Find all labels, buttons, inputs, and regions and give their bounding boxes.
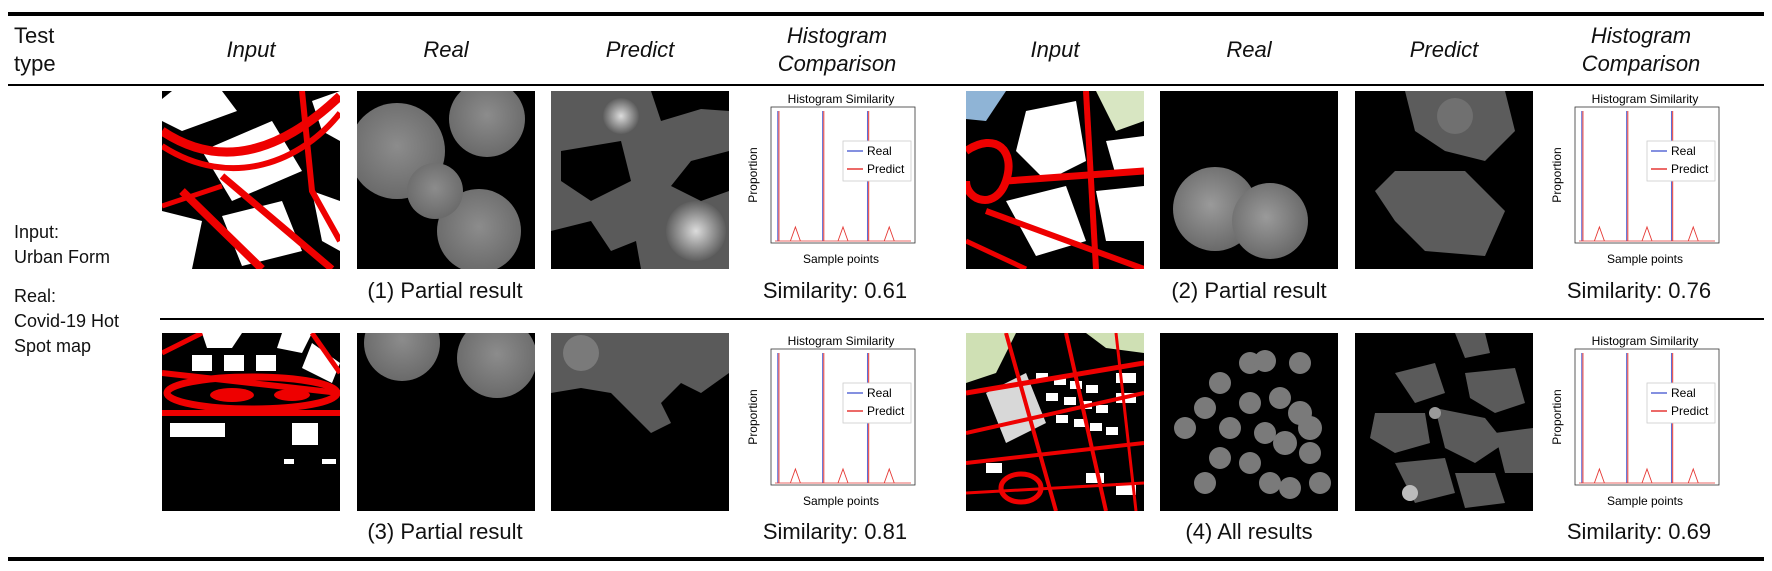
legend-predict: Predict (867, 404, 905, 418)
legend-real: Real (867, 386, 892, 400)
side-label: Input: Urban Form Real: Covid-19 Hot Spo… (14, 220, 119, 359)
legend-real: Real (1671, 386, 1696, 400)
legend-predict: Predict (1671, 404, 1709, 418)
real-map-4 (1160, 333, 1338, 511)
histogram-bump (789, 467, 801, 484)
histogram-4: Histogram Similarity Proportion Sample p… (1549, 333, 1727, 511)
histogram-bump (1641, 467, 1653, 484)
histogram-bump (883, 467, 895, 484)
histogram-ylabel: Proportion (1550, 147, 1564, 202)
histogram-bump (1593, 467, 1605, 484)
similarity-2: Similarity: 0.76 (1566, 278, 1712, 303)
caption-1: (1) Partial result (367, 278, 523, 303)
header-input-1: Input (226, 37, 276, 62)
similarity-3: Similarity: 0.81 (762, 519, 908, 544)
histogram-title: Histogram Similarity (788, 334, 895, 348)
input-map-3 (162, 333, 340, 511)
header-histogram-2: Histogram Comparison (1581, 23, 1701, 76)
histogram-ylabel: Proportion (746, 147, 760, 202)
header-predict-2: Predict (1409, 37, 1479, 62)
top-rule (8, 12, 1764, 16)
side-real-line1: Covid-19 Hot (14, 311, 120, 331)
histogram-3: Histogram Similarity Proportion Sample p… (745, 333, 923, 511)
row-divider (160, 318, 1764, 320)
side-real-line2: Spot map (14, 336, 92, 356)
predict-map-2 (1355, 91, 1533, 269)
header-real-1: Real (423, 37, 469, 62)
histogram-bump (837, 225, 849, 242)
real-map-1 (357, 91, 535, 269)
input-map-4 (966, 333, 1144, 511)
similarity-1: Similarity: 0.61 (762, 278, 908, 303)
legend-real: Real (1671, 144, 1696, 158)
side-input-value: Urban Form (14, 247, 111, 267)
legend-real: Real (867, 144, 892, 158)
side-real-label: Real: (14, 286, 57, 306)
histogram-bump (883, 225, 895, 242)
similarity-4: Similarity: 0.69 (1566, 519, 1712, 544)
histogram-1: Histogram Similarity Proportion Sample p… (745, 91, 923, 269)
histogram-xlabel: Sample points (1607, 252, 1683, 266)
predict-map-1 (551, 91, 729, 269)
histogram-bump (789, 225, 801, 242)
histogram-xlabel: Sample points (803, 252, 879, 266)
real-map-3 (357, 333, 535, 511)
caption-4: (4) All results (1185, 519, 1313, 544)
histogram-2: Histogram Similarity Proportion Sample p… (1549, 91, 1727, 269)
histogram-ylabel: Proportion (746, 389, 760, 444)
histogram-title: Histogram Similarity (788, 92, 895, 106)
histogram-title: Histogram Similarity (1592, 334, 1699, 348)
predict-map-3 (551, 333, 729, 511)
histogram-bump (1687, 467, 1699, 484)
histogram-title: Histogram Similarity (1592, 92, 1699, 106)
caption-3: (3) Partial result (367, 519, 523, 544)
histogram-bump (1687, 225, 1699, 242)
legend-predict: Predict (867, 162, 905, 176)
histogram-xlabel: Sample points (803, 494, 879, 508)
input-map-1 (162, 91, 340, 269)
header-rule (8, 84, 1764, 86)
real-map-2 (1160, 91, 1338, 269)
header-histogram-1: Histogram Comparison (777, 23, 897, 76)
header-real-2: Real (1226, 37, 1272, 62)
side-input-label: Input: (14, 222, 60, 242)
histogram-bump (1593, 225, 1605, 242)
header-test-type: Test type (14, 23, 56, 76)
legend-predict: Predict (1671, 162, 1709, 176)
input-map-2 (966, 91, 1144, 269)
predict-map-4 (1355, 333, 1533, 511)
header-input-2: Input (1030, 37, 1080, 62)
header-predict-1: Predict (605, 37, 675, 62)
histogram-ylabel: Proportion (1550, 389, 1564, 444)
bottom-rule (8, 557, 1764, 561)
histogram-bump (1641, 225, 1653, 242)
histogram-bump (837, 467, 849, 484)
caption-2: (2) Partial result (1171, 278, 1327, 303)
histogram-xlabel: Sample points (1607, 494, 1683, 508)
